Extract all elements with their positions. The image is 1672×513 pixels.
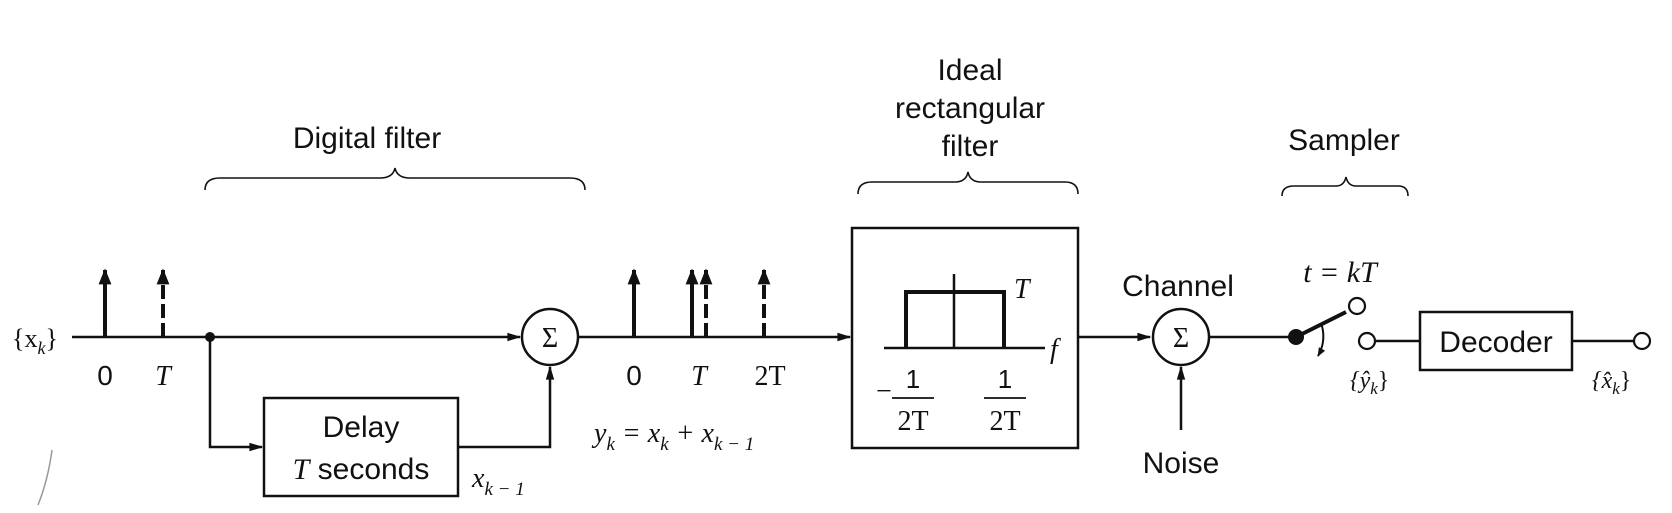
filter-gain-label: T [1014, 274, 1032, 305]
filter-neg-numerator: 1 [906, 364, 920, 394]
ideal-filter-label-line2: rectangular [895, 92, 1045, 125]
output-tick-t: T [691, 361, 709, 392]
svg-text:{xk}: {xk} [12, 324, 58, 358]
noise-label: Noise [1143, 447, 1220, 480]
sampler-upper-contact [1347, 296, 1367, 316]
channel-label: Channel [1122, 270, 1234, 303]
filter-pos-denominator: 2T [989, 406, 1020, 437]
delay-label-line1: Delay [323, 411, 400, 444]
ideal-rectangular-filter-block [850, 226, 1080, 450]
sample-time-label: t = kT [1303, 256, 1379, 289]
filter-response-rectangle [904, 290, 1006, 348]
output-terminal [1632, 331, 1652, 351]
filter-neg-denominator: 2T [897, 406, 928, 437]
input-tick-t: T [155, 361, 173, 392]
delay-input-path [208, 337, 264, 452]
filter-neg-sign: − [876, 376, 892, 407]
delay-label-line2: T seconds [293, 453, 430, 486]
digital-filter-brace [204, 167, 586, 191]
channel-summer-symbol: Σ [1173, 323, 1189, 354]
output-tick-zero: 0 [626, 360, 642, 391]
svg-text:{x̂k}: {x̂k} [1592, 368, 1631, 398]
svg-text:{ŷk}: {ŷk} [1350, 368, 1389, 398]
decoder-label: Decoder [1439, 326, 1552, 359]
delay-block [262, 396, 460, 498]
output-tick-2t: 2T [754, 361, 785, 392]
input-sequence-label: {xk} [12, 324, 58, 358]
sampler-rotation-arrow [1317, 325, 1326, 357]
ideal-filter-brace [857, 171, 1079, 195]
summer-symbol: Σ [542, 323, 558, 354]
sampler-brace [1281, 176, 1409, 197]
sampler-switch-arm [1295, 310, 1347, 339]
input-tick-zero: 0 [97, 360, 113, 391]
decoded-sequence-label: {x̂k} [1592, 368, 1631, 398]
delay-output-path [458, 365, 555, 449]
yk-equation: yk = xk + xk − 1 [591, 418, 754, 455]
ideal-filter-label-line1: Ideal [937, 54, 1002, 87]
digital-filter-label: Digital filter [293, 122, 441, 155]
ideal-filter-label-line3: filter [942, 130, 999, 163]
scan-mark [37, 449, 53, 506]
delayed-sample-label: xk − 1 [471, 463, 525, 500]
sampler-label: Sampler [1288, 124, 1400, 157]
filter-pos-numerator: 1 [998, 364, 1012, 394]
sampler-lower-contact [1357, 331, 1377, 351]
filter-axis-label: f [1050, 334, 1061, 365]
sampled-sequence-label: {ŷk} [1350, 368, 1389, 398]
